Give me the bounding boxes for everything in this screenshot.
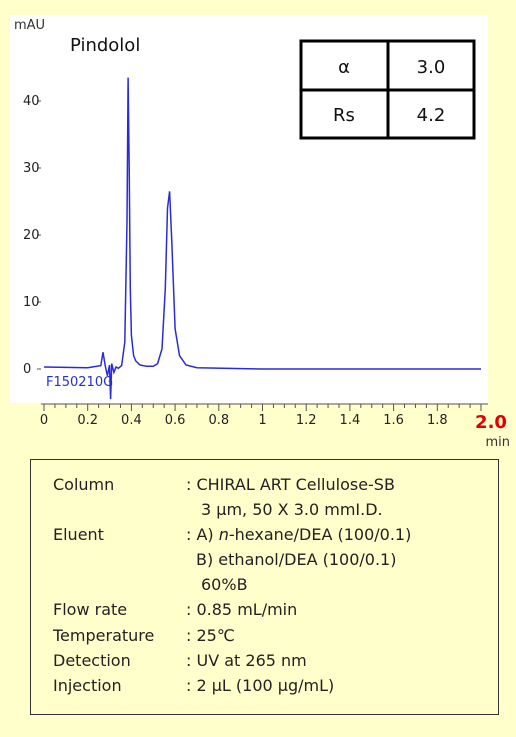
column-label: Column xyxy=(53,475,115,494)
y-tick-label: 30 xyxy=(23,161,40,176)
eluent-prefix: : A) xyxy=(186,525,219,544)
rs-label: Rs xyxy=(333,105,355,126)
injection-value: : 2 μL (100 μg/mL) xyxy=(186,676,335,695)
x-tick-label-max: 2.0 xyxy=(475,412,507,433)
x-tick-label: 1.8 xyxy=(427,413,448,428)
injection-label: Injection xyxy=(53,676,122,695)
condition-row-temperature: Temperature : 25℃ xyxy=(53,626,235,645)
condition-row-injection: Injection : 2 μL (100 μg/mL) xyxy=(53,676,334,695)
chromatogram-area: mAU Pindolol F150210G α 3.0 Rs 4.2 0 10 20… xyxy=(10,15,510,450)
detection-label: Detection xyxy=(53,651,131,670)
method-conditions-box: Column : CHIRAL ART Cellulose-SB 3 μm, 50… xyxy=(30,459,499,715)
x-tick-label: 0.4 xyxy=(121,413,142,428)
eluent-value-b: B) ethanol/DEA (100/0.1) xyxy=(196,550,397,569)
condition-row-column: Column : CHIRAL ART Cellulose-SB xyxy=(53,475,395,494)
rs-value: 4.2 xyxy=(417,105,446,126)
x-tick-label: 1.4 xyxy=(340,413,361,428)
x-tick-label: 0.6 xyxy=(165,413,186,428)
y-tick-label: 20 xyxy=(23,228,40,243)
compound-name: Pindolol xyxy=(70,35,140,56)
x-tick-label: 0 xyxy=(40,413,48,428)
y-tick-label: 10 xyxy=(23,295,40,310)
temperature-label: Temperature xyxy=(53,626,155,645)
detection-value: : UV at 265 nm xyxy=(186,651,307,670)
chromatogram-chart: mAU Pindolol F150210G α 3.0 Rs 4.2 01020… xyxy=(10,15,510,450)
chromatogram-trace xyxy=(43,77,481,400)
y-axis-ticks: 0 10 20 30 40 xyxy=(23,94,41,377)
flow-rate-label: Flow rate xyxy=(53,600,128,619)
resolution-table: α 3.0 Rs 4.2 xyxy=(299,39,476,140)
alpha-value: 3.0 xyxy=(417,57,446,78)
condition-row-detection: Detection : UV at 265 nm xyxy=(53,651,307,670)
y-tick-label: 40 xyxy=(23,94,40,109)
x-axis-ticks: 0 0.2 0.4 0.6 0.8 1 1.2 1.4 1.6 1.8 2.0 xyxy=(40,404,507,433)
y-tick-label: 0 xyxy=(23,362,31,377)
eluent-label: Eluent xyxy=(53,525,104,544)
column-value-continued: 3 μm, 50 X 3.0 mmI.D. xyxy=(201,500,383,519)
alpha-label: α xyxy=(338,57,350,78)
x-tick-label: 1.6 xyxy=(383,413,404,428)
x-tick-label: 1 xyxy=(258,413,266,428)
sample-id-label: F150210G xyxy=(46,375,113,390)
x-tick-label: 1.2 xyxy=(296,413,317,428)
temperature-value: : 25℃ xyxy=(186,626,235,645)
condition-row-flow-rate: Flow rate : 0.85 mL/min xyxy=(53,600,297,619)
x-tick-label: 0.8 xyxy=(208,413,229,428)
eluent-rest: -hexane/DEA (100/0.1) xyxy=(228,525,412,544)
flow-rate-value: : 0.85 mL/min xyxy=(186,600,298,619)
eluent-italic-n: n xyxy=(218,525,229,544)
column-value: : CHIRAL ART Cellulose-SB xyxy=(186,475,395,494)
condition-row-eluent: Eluent : A) n-hexane/DEA (100/0.1) xyxy=(53,525,411,544)
x-axis-unit-label: min xyxy=(485,435,510,450)
eluent-value-a: : A) n-hexane/DEA (100/0.1) xyxy=(186,525,411,544)
y-axis-unit-label: mAU xyxy=(14,18,45,33)
eluent-ratio: 60%B xyxy=(201,575,248,594)
x-tick-label: 0.2 xyxy=(77,413,98,428)
